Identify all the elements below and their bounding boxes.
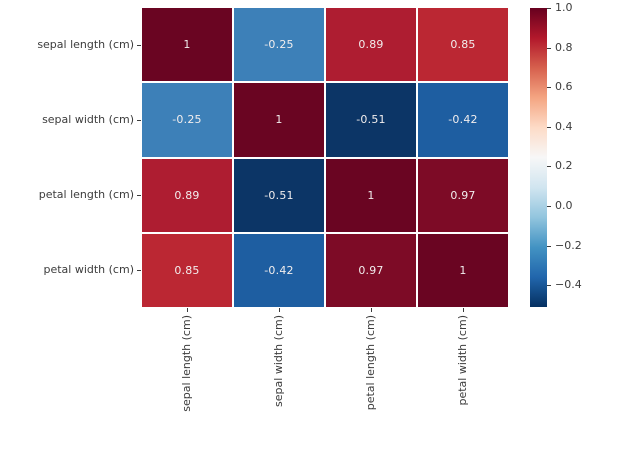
- x-axis-label-0: sepal length (cm): [179, 315, 195, 416]
- y-tick-2: [137, 195, 141, 196]
- heatmap-cell-r2c3: 0.97: [418, 158, 508, 232]
- colorbar-tick-label-0: 1.0: [555, 1, 573, 14]
- x-axis-label-text: sepal width (cm): [272, 315, 285, 407]
- y-tick-3: [137, 270, 141, 271]
- y-axis-label-1: sepal width (cm): [42, 113, 134, 126]
- heatmap-cell-r3c1: -0.42: [234, 233, 324, 307]
- heatmap-cell-r1c3: -0.42: [418, 83, 508, 157]
- colorbar-tick-label-7: −0.4: [555, 278, 582, 291]
- colorbar-tick-6: [547, 246, 551, 247]
- colorbar-tick-label-3: 0.4: [555, 120, 573, 133]
- colorbar-tick-3: [547, 127, 551, 128]
- colorbar-tick-label-6: −0.2: [555, 239, 582, 252]
- y-tick-1: [137, 120, 141, 121]
- heatmap-cell-r0c2: 0.89: [326, 8, 416, 82]
- y-axis-label-0: sepal length (cm): [37, 38, 134, 51]
- colorbar-tick-7: [547, 285, 551, 286]
- heatmap-cell-r0c1: -0.25: [234, 8, 324, 82]
- x-tick-1: [279, 308, 280, 312]
- colorbar-tick-label-1: 0.8: [555, 41, 573, 54]
- heatmap-cell-r1c1: 1: [234, 83, 324, 157]
- colorbar-tick-2: [547, 87, 551, 88]
- x-axis-label-text: petal length (cm): [364, 315, 377, 411]
- heatmap-cell-r2c2: 1: [326, 158, 416, 232]
- x-axis-label-2: petal length (cm): [363, 315, 379, 414]
- y-tick-0: [137, 45, 141, 46]
- heatmap-cell-r1c0: -0.25: [142, 83, 232, 157]
- colorbar-tick-5: [547, 206, 551, 207]
- x-tick-3: [463, 308, 464, 312]
- heatmap-cell-r0c0: 1: [142, 8, 232, 82]
- heatmap-cell-r3c0: 0.85: [142, 233, 232, 307]
- heatmap-cell-r0c3: 0.85: [418, 8, 508, 82]
- heatmap-cell-r3c3: 1: [418, 233, 508, 307]
- x-axis-label-3: petal width (cm): [455, 315, 471, 410]
- heatmap-grid: 1 -0.25 0.89 0.85 -0.25 1 -0.51 -0.42 0.…: [142, 8, 508, 307]
- colorbar-tick-label-5: 0.0: [555, 199, 573, 212]
- colorbar-tick-4: [547, 166, 551, 167]
- x-axis-label-1: sepal width (cm): [271, 315, 287, 411]
- colorbar-tick-label-2: 0.6: [555, 80, 573, 93]
- x-tick-2: [371, 308, 372, 312]
- heatmap-cell-r3c2: 0.97: [326, 233, 416, 307]
- y-axis-label-3: petal width (cm): [43, 263, 134, 276]
- colorbar-tick-0: [547, 8, 551, 9]
- x-tick-0: [187, 308, 188, 312]
- colorbar: [530, 8, 547, 307]
- heatmap-cell-r2c1: -0.51: [234, 158, 324, 232]
- x-axis-label-text: sepal length (cm): [180, 315, 193, 412]
- x-axis-label-text: petal width (cm): [456, 315, 469, 406]
- colorbar-tick-label-4: 0.2: [555, 159, 573, 172]
- colorbar-tick-1: [547, 48, 551, 49]
- y-axis-label-2: petal length (cm): [38, 188, 134, 201]
- heatmap-cell-r2c0: 0.89: [142, 158, 232, 232]
- heatmap-cell-r1c2: -0.51: [326, 83, 416, 157]
